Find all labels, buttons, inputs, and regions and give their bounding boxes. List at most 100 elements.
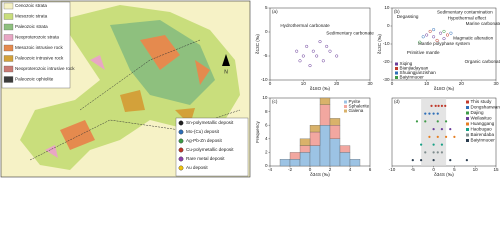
x-tick-label: -5	[411, 167, 416, 172]
annotation: Sedimentary carbonate	[326, 30, 374, 35]
x-axis-label: δ18O (‰)	[310, 86, 331, 91]
data-point	[432, 151, 435, 154]
data-point	[415, 120, 419, 123]
legend-label: Sphalerite	[349, 104, 370, 109]
bar-segment	[319, 97, 331, 105]
y-tick-label: 0	[387, 23, 390, 28]
legend-label: Dongshanwan	[471, 105, 500, 110]
legend-label: Baiyinnuoer	[400, 75, 425, 80]
plot-frame	[391, 7, 497, 81]
legend-label: Mesozoic strata	[15, 14, 48, 19]
legend-label: Huanggang	[471, 121, 495, 126]
map-legend: Cenozoic strata Mesozoic strata Paleozoic …	[1, 1, 75, 89]
data-point	[311, 49, 315, 53]
map-unit	[60, 35, 210, 150]
annotation: Marine carbonate	[466, 21, 500, 26]
data-point	[301, 54, 305, 58]
x-tick-label: 6	[369, 167, 372, 172]
y-tick-label: 4	[265, 136, 268, 141]
data-point	[449, 31, 453, 35]
legend-swatch	[3, 23, 14, 31]
data-point	[430, 104, 433, 107]
data-point	[421, 35, 425, 39]
legend-marker	[178, 165, 184, 171]
legend-swatch	[395, 62, 398, 66]
legend-label: Bairendaba	[471, 132, 495, 137]
bar-segment	[299, 138, 311, 146]
y-tick-label: 0	[265, 29, 268, 34]
legend-swatch	[344, 109, 347, 113]
shaded-range	[421, 98, 447, 166]
legend-label: Cenozoic strata	[15, 3, 47, 8]
y-tick-label: 10	[384, 5, 390, 10]
annotation: Mantle polyphase system	[418, 41, 470, 46]
map-unit	[120, 90, 195, 125]
legend-label: Neoproterozoic intrusive rock	[15, 66, 75, 71]
data-point	[453, 135, 456, 138]
map-unit	[45, 55, 105, 158]
data-point	[449, 128, 452, 131]
data-point	[321, 59, 325, 63]
legend-swatch	[3, 44, 14, 52]
legend-swatch	[395, 76, 398, 79]
data-point	[325, 44, 329, 48]
legend-swatch	[344, 100, 347, 104]
y-axis-label: δ13C (‰)	[377, 34, 382, 54]
x-tick-label: 15	[493, 167, 499, 172]
legend-swatch	[466, 133, 469, 137]
x-tick-label: 20	[334, 81, 340, 86]
y-tick-label: -10	[261, 77, 268, 82]
legend-label: Mesozoic intrusive rock	[15, 45, 63, 50]
legend-swatch	[466, 139, 469, 142]
bar-segment	[329, 125, 341, 139]
legend-swatch	[466, 122, 469, 126]
bar-segment	[339, 145, 351, 153]
legend-label: Paleozoic strata	[15, 24, 48, 29]
fault	[29, 109, 241, 161]
y-tick-label: 10	[262, 95, 268, 100]
legend-label: Mo-(Cu) deposit	[186, 129, 220, 134]
legend-swatch	[3, 34, 14, 41]
legend-label: Xiqing	[400, 61, 413, 66]
annotation: Organic carbonate	[465, 59, 500, 64]
bar-segment	[309, 125, 321, 133]
legend-label: Rare metal deposit	[186, 156, 225, 161]
legend-label: Cu-polymetallic deposit	[186, 147, 234, 152]
data-point	[440, 128, 444, 131]
panel-label: (a)	[272, 9, 278, 14]
legend-swatch	[466, 106, 469, 109]
plot-frame	[269, 7, 371, 81]
x-axis-label: δ34S (‰)	[310, 172, 330, 177]
data-point	[436, 112, 439, 115]
bar-segment	[299, 152, 311, 167]
legend-label: Dajing	[471, 110, 484, 115]
x-tick-label: 10	[473, 167, 479, 172]
y-tick-label: -10	[383, 41, 390, 46]
data-point	[444, 120, 448, 123]
legend-label: Galena	[349, 108, 364, 113]
legend-swatch	[466, 111, 469, 115]
legend-swatch	[3, 65, 14, 73]
y-tick-label: 8	[265, 109, 268, 114]
data-point	[298, 59, 302, 63]
x-tick-label: 0	[269, 81, 272, 86]
figure: N Cenozoic strata Mesozoic strata Paleozoi…	[0, 0, 500, 178]
bar-segment	[309, 145, 321, 167]
annotation: Magmatic alteration	[453, 35, 494, 40]
legend-swatch	[466, 100, 469, 104]
legend-label: Haobugao	[471, 127, 493, 132]
x-axis-label: δ18O (‰)	[434, 86, 455, 91]
data-point	[432, 159, 435, 162]
y-tick-label: -30	[383, 77, 390, 82]
data-point	[440, 151, 444, 154]
data-point	[465, 159, 468, 162]
legend-label: Neoproterozoic strata	[15, 35, 59, 40]
legend-label: Au deposit	[186, 165, 208, 170]
deposit-legend: Sn-polymetallic deposit Mo-(Cu) deposit Ag…	[175, 117, 249, 177]
data-point	[428, 29, 432, 33]
bar-segment	[279, 159, 291, 167]
bar-segment	[289, 159, 301, 167]
legend-label: Paleozoic intrusive rock	[15, 56, 64, 61]
bar-segment	[319, 104, 331, 126]
y-tick-label: 0	[265, 163, 268, 168]
